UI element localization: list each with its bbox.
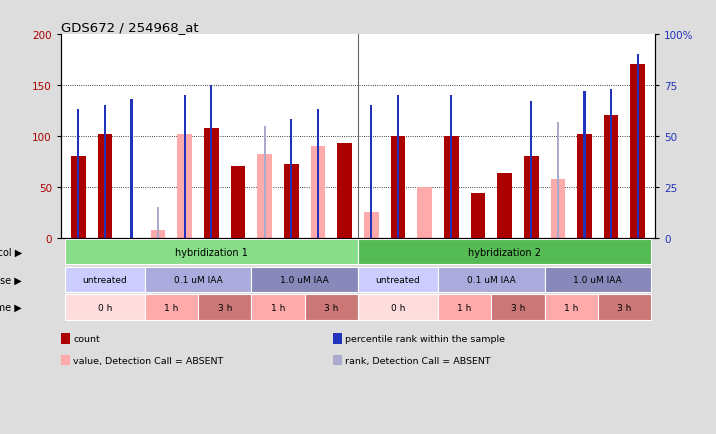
Bar	[417, 187, 432, 238]
Bar	[584, 92, 586, 238]
Bar	[65, 267, 145, 293]
Bar	[77, 110, 79, 238]
Bar	[178, 135, 192, 238]
Text: 1 h: 1 h	[564, 303, 579, 312]
Bar	[551, 179, 565, 238]
Text: 3 h: 3 h	[218, 303, 232, 312]
Text: hybridization 1: hybridization 1	[175, 247, 248, 257]
Text: 3 h: 3 h	[511, 303, 525, 312]
Bar	[251, 295, 305, 320]
Text: 1 h: 1 h	[458, 303, 472, 312]
Text: 0 h: 0 h	[391, 303, 405, 312]
Bar	[637, 55, 639, 238]
Bar	[604, 116, 619, 238]
Text: time ▶: time ▶	[0, 302, 22, 312]
Bar	[358, 295, 438, 320]
Bar	[151, 230, 165, 238]
Bar	[470, 194, 485, 238]
Bar	[284, 165, 299, 238]
Bar	[444, 137, 459, 238]
Text: 3 h: 3 h	[324, 303, 339, 312]
Bar	[311, 147, 325, 238]
Text: GDS672 / 254968_at: GDS672 / 254968_at	[61, 20, 198, 33]
Text: dose ▶: dose ▶	[0, 275, 22, 285]
Text: 0.1 uM IAA: 0.1 uM IAA	[467, 275, 516, 284]
Bar	[104, 106, 106, 238]
Bar	[231, 167, 246, 238]
Bar	[438, 267, 545, 293]
Bar	[211, 85, 213, 238]
Bar	[450, 96, 453, 238]
Bar	[577, 135, 592, 238]
Bar	[491, 295, 545, 320]
Text: percentile rank within the sample: percentile rank within the sample	[345, 334, 505, 343]
Bar	[358, 267, 438, 293]
Text: 1.0 uM IAA: 1.0 uM IAA	[574, 275, 622, 284]
Text: untreated: untreated	[376, 275, 420, 284]
Bar	[198, 295, 251, 320]
Bar	[364, 213, 379, 238]
Text: untreated: untreated	[82, 275, 127, 284]
Bar	[263, 126, 266, 238]
Bar	[65, 240, 358, 265]
Bar	[545, 267, 651, 293]
Bar	[257, 155, 272, 238]
Bar	[598, 295, 651, 320]
Text: 0.1 uM IAA: 0.1 uM IAA	[174, 275, 223, 284]
Bar	[391, 137, 405, 238]
Bar	[524, 157, 538, 238]
Bar	[290, 120, 292, 238]
Text: count: count	[73, 334, 100, 343]
Bar	[157, 208, 159, 238]
Text: value, Detection Call = ABSENT: value, Detection Call = ABSENT	[73, 356, 223, 365]
Bar	[130, 100, 132, 238]
Bar	[397, 96, 399, 238]
Bar	[631, 65, 645, 238]
Text: hybridization 2: hybridization 2	[468, 247, 541, 257]
Bar	[145, 295, 198, 320]
Bar	[317, 110, 319, 238]
Text: rank, Detection Call = ABSENT: rank, Detection Call = ABSENT	[345, 356, 490, 365]
Text: 1 h: 1 h	[164, 303, 179, 312]
Bar	[557, 122, 559, 238]
Text: protocol ▶: protocol ▶	[0, 247, 22, 257]
Bar	[305, 295, 358, 320]
Text: 1 h: 1 h	[271, 303, 285, 312]
Bar	[610, 90, 612, 238]
Bar	[251, 267, 358, 293]
Text: 0 h: 0 h	[97, 303, 112, 312]
Bar	[438, 295, 491, 320]
Bar	[370, 106, 372, 238]
Bar	[145, 267, 251, 293]
Text: 3 h: 3 h	[617, 303, 632, 312]
Text: 1.0 uM IAA: 1.0 uM IAA	[281, 275, 329, 284]
Bar	[530, 102, 532, 238]
Bar	[204, 128, 219, 238]
Bar	[71, 157, 85, 238]
Bar	[497, 173, 512, 238]
Bar	[358, 240, 651, 265]
Bar	[97, 135, 112, 238]
Bar	[545, 295, 598, 320]
Bar	[184, 96, 186, 238]
Bar	[337, 144, 352, 238]
Bar	[65, 295, 145, 320]
Bar	[184, 96, 186, 238]
